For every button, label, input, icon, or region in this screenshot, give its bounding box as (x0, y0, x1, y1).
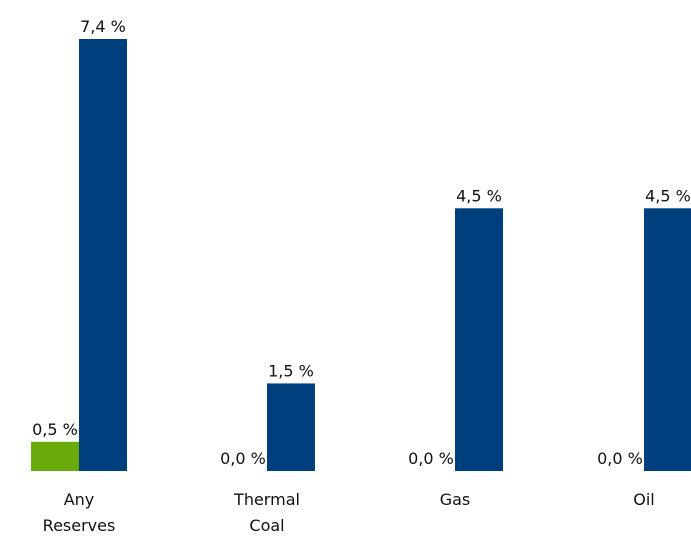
value-label: 0,0 % (597, 449, 643, 468)
value-label: 1,5 % (268, 361, 314, 380)
value-label: 7,4 % (80, 17, 126, 36)
bar-s1-thermal-coal (267, 383, 315, 471)
bar-s1-oil (644, 208, 691, 471)
bar-s1-any-reserves (79, 39, 127, 471)
bar-s1-gas (455, 208, 503, 471)
category-label: Thermal (233, 490, 300, 509)
category-label: Reserves (43, 516, 116, 535)
value-label: 0,0 % (220, 449, 266, 468)
bars-group (31, 39, 691, 471)
category-label: Gas (440, 490, 471, 509)
category-label: Oil (633, 490, 654, 509)
category-label: Coal (249, 516, 284, 535)
value-label: 0,5 % (32, 420, 78, 439)
bar-s0-any-reserves (31, 441, 79, 471)
value-labels-group: 0,5 % 7,4 % 0,0 % 1,5 % 0,0 % 4,5 % 0,0 % 4,5 % (32, 17, 691, 468)
category-labels-group: Any Reserves Thermal Coal Gas Oil (43, 490, 655, 535)
value-label: 4,5 % (645, 186, 691, 205)
category-label: Any (64, 490, 95, 509)
value-label: 0,0 % (408, 449, 454, 468)
value-label: 4,5 % (456, 186, 502, 205)
